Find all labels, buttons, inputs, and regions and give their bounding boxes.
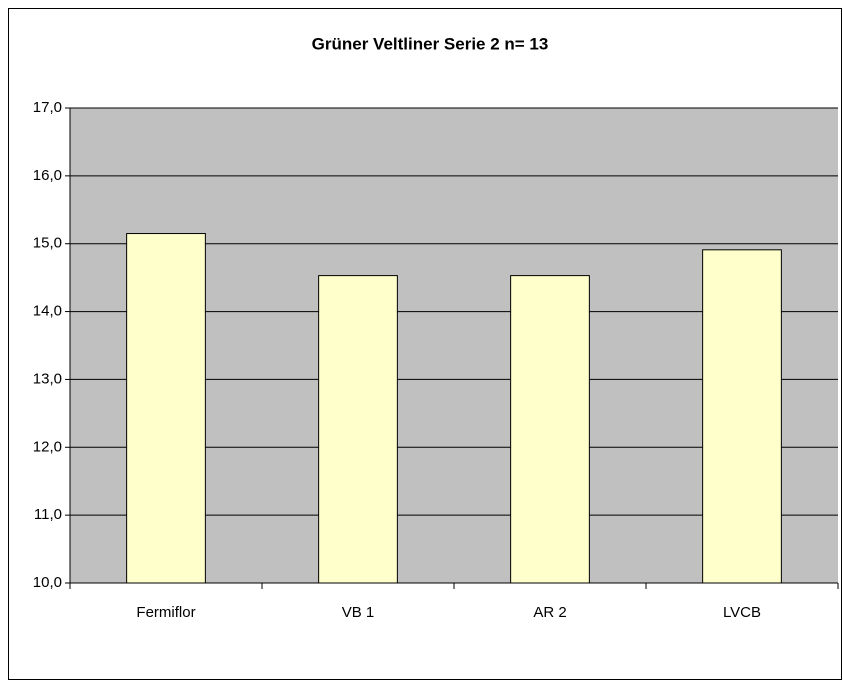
x-tick-label: AR 2 — [533, 604, 566, 621]
y-tick-label: 13,0 — [33, 370, 62, 387]
bar — [510, 275, 590, 584]
y-tick-label: 17,0 — [33, 99, 62, 116]
chart-title: Grüner Veltliner Serie 2 n= 13 — [312, 34, 549, 53]
y-tick-label: 12,0 — [33, 438, 62, 455]
y-tick-label: 11,0 — [34, 506, 62, 523]
bar — [126, 233, 206, 584]
x-tick-label: VB 1 — [342, 604, 375, 621]
y-tick-label: 10,0 — [33, 574, 62, 591]
y-tick-label: 15,0 — [33, 235, 62, 252]
bar — [702, 249, 782, 584]
y-tick-label: 16,0 — [33, 167, 62, 184]
y-tick-label: 14,0 — [33, 303, 62, 320]
x-tick-label: LVCB — [723, 604, 761, 621]
x-tick-label: Fermiflor — [136, 604, 195, 621]
bar — [318, 275, 398, 584]
